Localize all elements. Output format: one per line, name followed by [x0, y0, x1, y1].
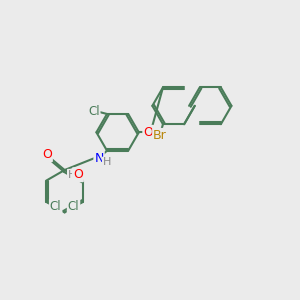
Text: H: H: [103, 158, 111, 167]
Text: O: O: [73, 168, 83, 181]
Text: Cl: Cl: [68, 200, 80, 213]
Text: Cl: Cl: [50, 200, 62, 213]
Text: Cl: Cl: [88, 104, 100, 118]
Text: H: H: [68, 170, 76, 180]
Text: O: O: [143, 126, 153, 139]
Text: N: N: [94, 152, 104, 165]
Text: O: O: [42, 148, 52, 161]
Text: Br: Br: [153, 129, 167, 142]
